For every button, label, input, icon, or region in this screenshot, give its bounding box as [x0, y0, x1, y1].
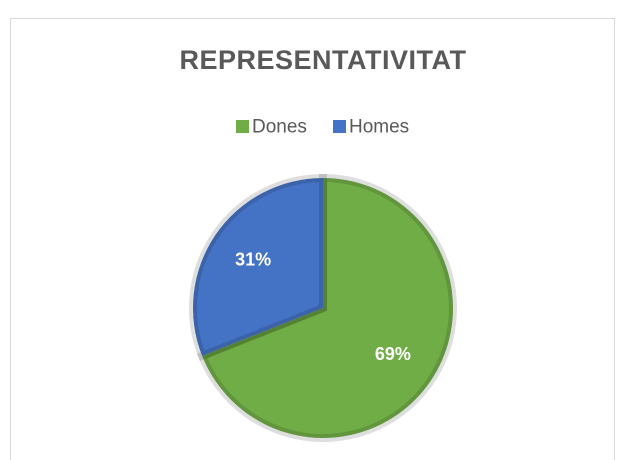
pie-slice: [196, 173, 457, 442]
data-label: 31%: [235, 249, 271, 269]
legend-swatch: [236, 120, 249, 133]
legend-swatch: [333, 120, 346, 133]
chart-title: REPRESENTATIVITAT: [179, 45, 466, 75]
pie-slice: [189, 173, 327, 362]
legend-label: Dones: [252, 117, 307, 138]
legend-label: Homes: [349, 117, 409, 138]
data-label: 69%: [375, 344, 411, 364]
